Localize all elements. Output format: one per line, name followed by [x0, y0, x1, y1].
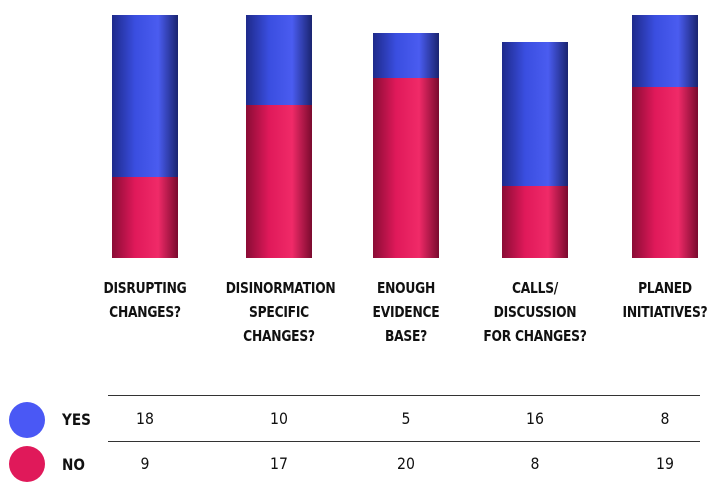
bar-yes-4 — [502, 42, 568, 186]
bar-no-2 — [246, 105, 312, 258]
bar-yes-1 — [112, 15, 178, 177]
table-rule-top — [108, 395, 700, 396]
bar-no-4 — [502, 186, 568, 258]
value-no-3: 20 — [397, 454, 415, 473]
category-label-2: DISINORMATION SPECIFIC CHANGES? — [225, 279, 336, 345]
category-label-5: PLANED INITIATIVES? — [622, 279, 708, 321]
bar-yes-5 — [632, 15, 698, 87]
legend-no-marker — [9, 446, 45, 482]
bar-no-5 — [632, 87, 698, 258]
value-no-5: 19 — [656, 454, 674, 473]
value-yes-1: 18 — [136, 409, 154, 428]
bar-yes-2 — [246, 15, 312, 105]
value-yes-3: 5 — [401, 409, 411, 428]
bar-no-1 — [112, 177, 178, 258]
legend-yes-marker — [9, 402, 45, 438]
bar-yes-3 — [373, 33, 439, 78]
legend-yes-label: YES — [62, 410, 91, 429]
value-no-2: 17 — [270, 454, 288, 473]
bar-no-3 — [373, 78, 439, 258]
value-yes-5: 8 — [660, 409, 670, 428]
legend-no-label: NO — [62, 455, 85, 474]
value-no-4: 8 — [530, 454, 540, 473]
bars-group — [112, 15, 698, 258]
value-yes-2: 10 — [270, 409, 288, 428]
category-label-4: CALLS/DISCUSSION FOR CHANGES? — [483, 279, 587, 345]
value-no-1: 9 — [140, 454, 150, 473]
table-rule-middle — [108, 441, 700, 442]
category-label-1: DISRUPTING CHANGES? — [103, 279, 187, 321]
category-label-3: ENOUGH EVIDENCE BASE? — [372, 279, 440, 345]
value-yes-4: 16 — [526, 409, 544, 428]
